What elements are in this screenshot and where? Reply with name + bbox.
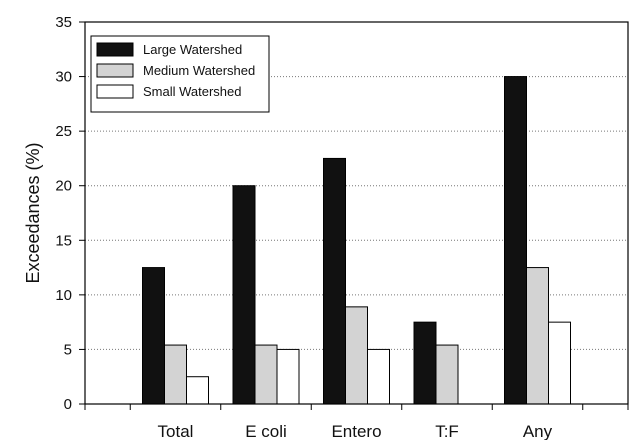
legend-label: Medium Watershed [143,63,255,78]
bar [548,321,571,405]
bar [345,306,368,405]
category-label: E coli [245,422,287,440]
legend-swatch [96,84,134,99]
legend-label: Small Watershed [143,84,242,99]
legend: Large Watershed Medium Watershed Small Wat… [90,35,270,113]
y-tick-label: 0 [64,396,72,413]
category-label: T:F [435,422,459,440]
axes [84,21,629,410]
y-tick-label: 10 [55,287,72,304]
category-label: Entero [331,422,381,440]
bar [526,267,549,405]
bar [435,344,459,405]
y-tick-label: 5 [64,341,72,358]
plot-frame [84,21,629,405]
y-tick-label: 25 [55,123,72,140]
bar [142,267,165,405]
y-axis-title: Exceedances (%) [23,142,43,283]
legend-label: Large Watershed [143,42,242,57]
bar [276,348,300,405]
bars [142,76,571,405]
y-tick-label: 20 [55,178,72,195]
legend-swatch [96,42,134,57]
bar [186,376,209,405]
bar [254,344,278,405]
legend-swatch [96,63,134,78]
bar [504,76,527,405]
bar [413,321,437,405]
category-label: Any [523,422,553,440]
bar [323,157,346,405]
y-tick-label: 15 [55,232,72,249]
y-tick-label: 30 [55,69,72,86]
y-ticks: 0 5 10 15 20 25 30 35 [55,14,85,413]
y-tick-label: 35 [55,14,72,31]
bar [164,344,187,405]
bar [232,185,256,405]
category-label: Total [158,422,194,440]
bar [367,348,390,405]
x-labels: Total E coli Entero T:F Any [158,422,553,440]
